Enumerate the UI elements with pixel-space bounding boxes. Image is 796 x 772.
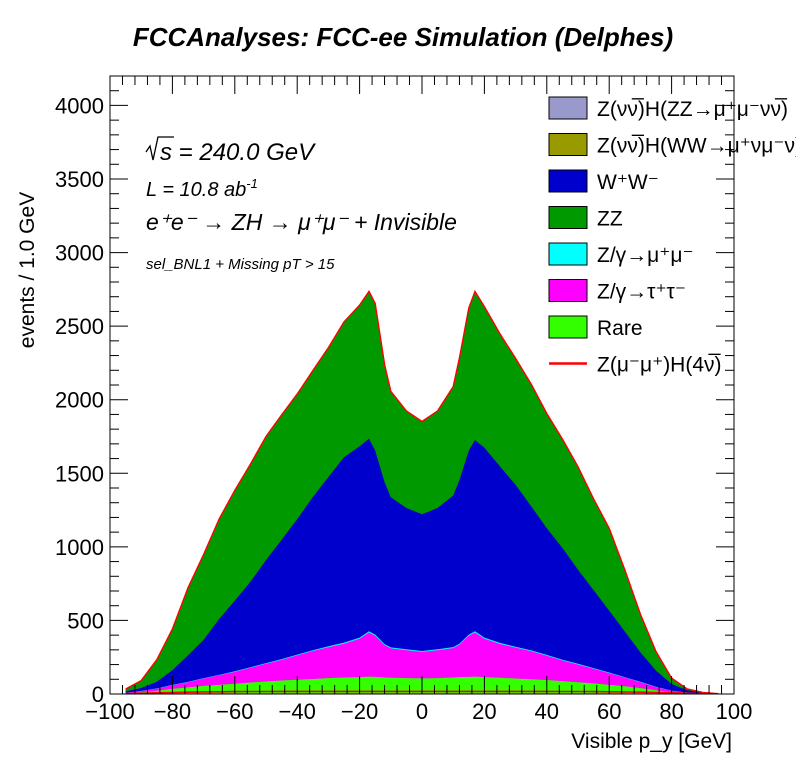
stack-total-outline: [125, 289, 719, 694]
sqrt-icon: [145, 136, 174, 161]
y-tick-label: 3000: [55, 241, 104, 266]
legend-label: Rare: [597, 317, 643, 340]
series-area-rare: [110, 676, 719, 694]
y-tick-label: 3500: [55, 167, 104, 192]
series-area-w-w: [110, 438, 719, 694]
x-tick-label: 20: [472, 699, 496, 724]
legend-label: W⁺W⁻: [597, 171, 659, 194]
x-tick-label: −80: [154, 699, 191, 724]
legend-label: Z(νν̅)H(ZZ→μ⁺μ⁻νν̅): [597, 98, 788, 121]
x-tick-label: 40: [535, 699, 559, 724]
x-tick-label: −40: [279, 699, 316, 724]
x-tick-label: −20: [341, 699, 378, 724]
sqrt-s-annotation: s = 240.0 GeV: [145, 136, 316, 166]
legend-label: Z/γ→τ⁺τ⁻: [597, 281, 686, 304]
legend-label: Z(νν̅)H(WW→μ⁺νμ⁻ν): [597, 135, 796, 158]
sqrt-s-label: s = 240.0 GeV: [160, 139, 316, 166]
legend-swatch: [548, 279, 588, 302]
legend-label: Z/γ→μ⁺μ⁻: [597, 244, 694, 267]
legend-swatch: [548, 206, 588, 229]
x-tick-label: 0: [416, 699, 428, 724]
y-tick-label: 500: [67, 608, 104, 633]
stacked-areas: [110, 291, 719, 694]
y-tick-label: 1000: [55, 535, 104, 560]
y-axis-title: events / 1.0 GeV: [16, 192, 39, 348]
legend-label: Z(μ⁻μ⁺)H(4ν̅): [597, 354, 722, 377]
selection-label: sel_BNL1 + Missing pT > 15: [146, 256, 335, 273]
legend-swatch: [548, 315, 588, 339]
legend-swatch: [548, 133, 588, 156]
legend-swatch: [548, 169, 588, 193]
x-tick-label: −60: [216, 699, 253, 724]
x-axis: −100 −80 −60 −40 −20 0 20 40 60 80 100: [85, 76, 752, 724]
series-area-z: [110, 632, 719, 694]
legend: Z(νν̅)H(ZZ→μ⁺μ⁻νν̅) Z(νν̅)H(WW→μ⁺νμ⁻ν) W⁺W…: [548, 96, 796, 377]
legend-swatch: [548, 242, 588, 266]
x-tick-label: 100: [716, 699, 753, 724]
y-tick-label: 4000: [55, 93, 104, 118]
x-tick-label: 60: [597, 699, 621, 724]
x-tick-label: −100: [85, 699, 135, 724]
process-label: e⁺e⁻ → ZH → μ⁺μ⁻ + Invisible: [146, 209, 457, 235]
chart-title: FCCAnalyses: FCC-ee Simulation (Delphes): [133, 22, 673, 52]
y-tick-label: 0: [92, 682, 104, 707]
legend-label: ZZ: [597, 208, 623, 231]
legend-swatch: [548, 96, 588, 120]
y-tick-label: 2000: [55, 388, 104, 413]
x-tick-label: 80: [659, 699, 683, 724]
x-axis-title: Visible p_y [GeV]: [571, 730, 732, 753]
lumi-label: L = 10.8 ab-1: [146, 176, 258, 201]
y-tick-label: 1500: [55, 461, 104, 486]
y-tick-label: 2500: [55, 314, 104, 339]
y-axis: 0 500 1000 1500 2000 2500 3000 3500 4000: [55, 75, 734, 707]
